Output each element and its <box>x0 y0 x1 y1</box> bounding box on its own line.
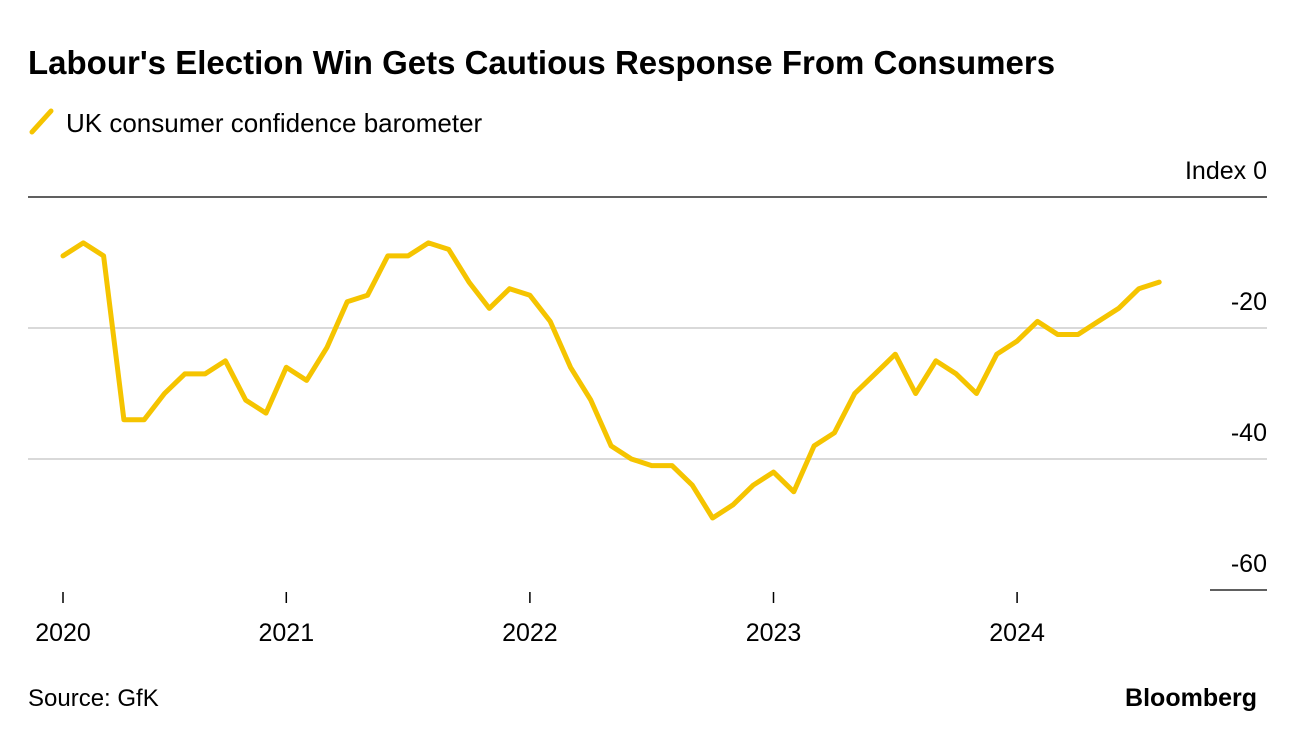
legend-label: UK consumer confidence barometer <box>66 108 483 138</box>
brand: Bloomberg <box>1125 684 1257 712</box>
x-tick-label: 2022 <box>502 619 558 647</box>
x-tick-label: 2021 <box>258 619 314 647</box>
y-tick-label: -60 <box>1231 550 1267 578</box>
x-tick-label: 2024 <box>989 619 1045 647</box>
y-tick-label: Index 0 <box>1185 157 1267 185</box>
x-tick-label: 2023 <box>746 619 802 647</box>
source: Source: GfK <box>28 685 159 712</box>
legend-swatch <box>29 108 54 135</box>
y-tick-label: -40 <box>1231 419 1267 447</box>
line <box>60 240 1162 521</box>
y-tick-label: -20 <box>1231 288 1267 316</box>
chart-title: Labour's Election Win Gets Cautious Resp… <box>28 44 1055 81</box>
x-tick-label: 2020 <box>35 619 91 647</box>
